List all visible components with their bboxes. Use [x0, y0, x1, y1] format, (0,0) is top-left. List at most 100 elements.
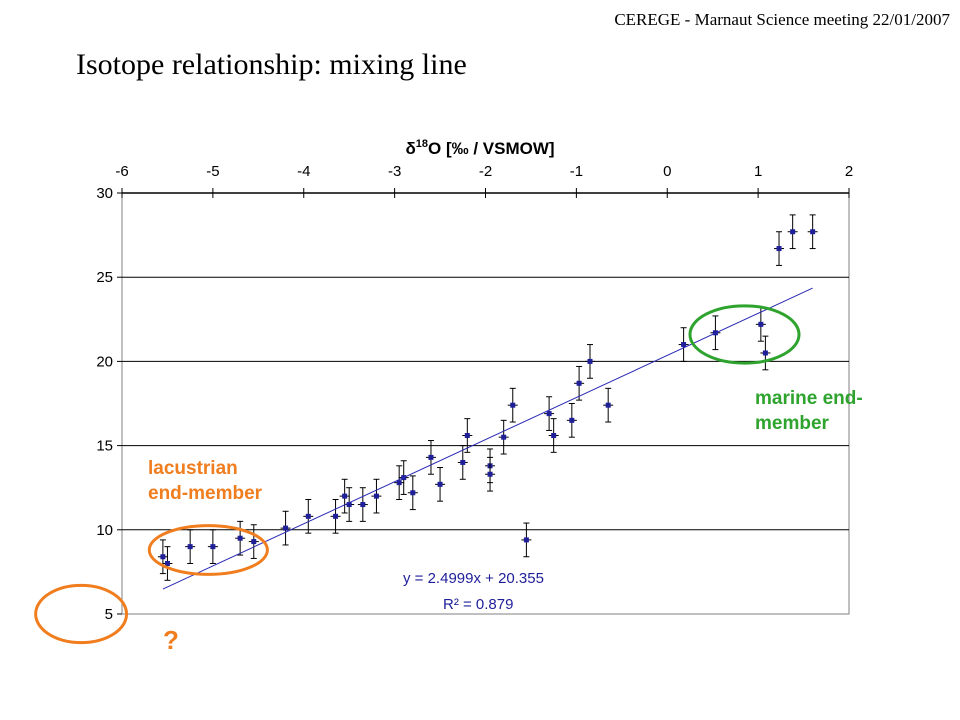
data-point-16 — [425, 440, 436, 475]
x-tick-label-1: 1 — [754, 163, 762, 180]
data-point-19 — [462, 418, 473, 453]
marker-23 — [510, 402, 516, 408]
x-tick-label--1: -1 — [570, 163, 583, 180]
data-point-5 — [248, 524, 259, 559]
data-point-23 — [507, 387, 518, 423]
marker-0 — [160, 554, 166, 560]
meeting-header: CEREGE - Marnaut Science meeting 22/01/2… — [614, 10, 950, 29]
marker-15 — [410, 490, 416, 496]
marker-28 — [576, 380, 582, 386]
data-point-7 — [303, 498, 314, 534]
data-point-21 — [485, 456, 496, 492]
data-point-12 — [371, 478, 382, 514]
data-point-13 — [394, 465, 405, 500]
data-point-18 — [457, 445, 468, 480]
marine-end-member-circle — [688, 304, 801, 365]
data-point-15 — [407, 475, 418, 511]
marker-19 — [464, 432, 470, 438]
lacustrian-label-line-1: lacustrian — [148, 458, 238, 479]
unknown-end-member-label: ? — [163, 625, 179, 655]
marker-18 — [460, 459, 466, 465]
data-point-3 — [207, 529, 218, 564]
x-tick-label-2: 2 — [845, 163, 853, 180]
data-point-9 — [339, 478, 350, 514]
marker-31 — [681, 342, 687, 348]
marker-29 — [587, 358, 593, 364]
trendline-r2: R² = 0.879 — [443, 596, 513, 613]
data-point-34 — [760, 335, 771, 371]
marker-11 — [360, 502, 366, 508]
marker-6 — [283, 525, 289, 531]
marker-17 — [437, 481, 443, 487]
lacustrian-end-member-circle — [147, 524, 269, 576]
data-point-29 — [585, 344, 596, 379]
data-point-28 — [574, 365, 585, 401]
marker-24 — [523, 537, 529, 543]
y-tick-label-15: 15 — [96, 438, 113, 455]
slide-title: Isotope relationship: mixing line — [76, 48, 467, 81]
data-point-37 — [807, 214, 818, 250]
marker-37 — [810, 229, 816, 235]
marker-36 — [790, 229, 796, 235]
data-point-22 — [498, 419, 509, 455]
data-point-6 — [280, 510, 291, 546]
marker-8 — [333, 513, 339, 519]
marker-9 — [342, 493, 348, 499]
data-point-4 — [235, 520, 246, 556]
x-tick-label--2: -2 — [479, 163, 492, 180]
marker-30 — [605, 402, 611, 408]
y-tick-label-25: 25 — [96, 269, 113, 286]
marker-12 — [373, 493, 379, 499]
data-point-25 — [544, 396, 555, 431]
unknown-end-member-circle — [34, 583, 129, 645]
marker-7 — [305, 513, 311, 519]
x-axis-title: δ18O [‰ / VSMOW] — [405, 138, 554, 158]
y-tick-label-5: 5 — [105, 606, 113, 623]
lacustrian-end-member-label: lacustrian end-member — [148, 456, 262, 506]
data-point-36 — [787, 214, 798, 250]
marker-3 — [210, 544, 216, 550]
data-point-8 — [330, 498, 341, 534]
data-point-30 — [603, 387, 614, 423]
plot-frame — [121, 192, 850, 615]
x-tick-label--6: -6 — [115, 163, 128, 180]
data-point-24 — [521, 522, 532, 558]
y-tick-label-10: 10 — [96, 522, 113, 539]
data-point-2 — [185, 529, 196, 564]
marker-10 — [346, 502, 352, 508]
data-point-26 — [548, 418, 559, 453]
marker-35 — [776, 246, 782, 252]
x-tick-label--5: -5 — [206, 163, 219, 180]
data-point-17 — [435, 466, 446, 502]
marker-34 — [762, 350, 768, 356]
marker-25 — [546, 411, 552, 417]
trendline-equation: y = 2.4999x + 20.355 — [403, 570, 544, 587]
data-point-0 — [157, 539, 168, 575]
lacustrian-label-line-2: end-member — [148, 483, 263, 504]
marine-end-member-label: marine end- member — [755, 386, 863, 436]
marker-21 — [487, 471, 493, 477]
data-point-27 — [566, 403, 577, 438]
data-point-11 — [357, 487, 368, 522]
data-point-31 — [678, 327, 689, 362]
trendline — [162, 287, 813, 590]
data-point-35 — [774, 231, 785, 266]
x-tick-label--3: -3 — [388, 163, 401, 180]
marker-1 — [164, 560, 170, 566]
marker-26 — [551, 432, 557, 438]
marine-label-line-1: marine end- — [755, 388, 863, 409]
marker-22 — [501, 434, 507, 440]
y-tick-label-20: 20 — [96, 353, 113, 370]
marker-13 — [396, 480, 402, 486]
marker-16 — [428, 454, 434, 460]
marker-4 — [237, 535, 243, 541]
y-tick-label-30: 30 — [96, 185, 113, 202]
data-point-1 — [162, 546, 173, 581]
marker-27 — [569, 417, 575, 423]
marker-2 — [187, 544, 193, 550]
x-tick-label--4: -4 — [297, 163, 310, 180]
marker-33 — [758, 321, 764, 327]
marker-5 — [251, 539, 257, 545]
marine-label-line-2: member — [755, 413, 829, 434]
